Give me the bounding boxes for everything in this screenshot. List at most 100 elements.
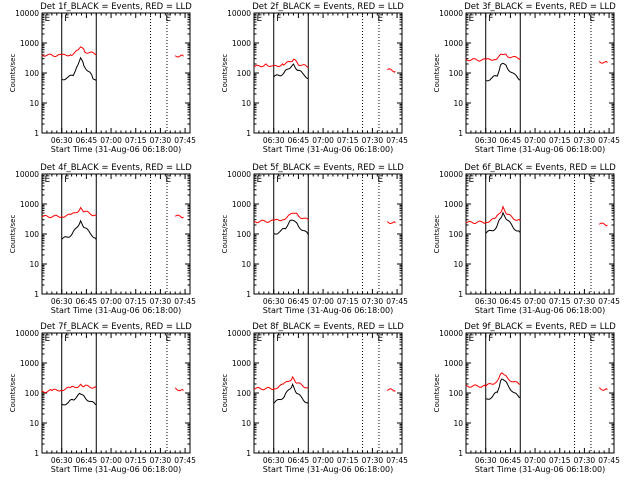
attenuator-flag: F [488, 334, 493, 344]
detector-panel: Det 5f_BLACK = Events, RED = LLD 1 10 100 10… [221, 163, 408, 315]
y-tick-label: 10000 [439, 170, 463, 179]
y-tick-label: 100 [449, 230, 464, 239]
attenuator-flag: E [377, 14, 383, 24]
x-tick-label: 07:00 [312, 456, 334, 465]
x-tick-label: 06:30 [51, 456, 73, 465]
panel-title: Det 8f_BLACK = Events, RED = LLD [252, 322, 404, 332]
x-tick-label: 07:30 [362, 136, 384, 145]
panel-title: Det 4f_BLACK = Events, RED = LLD [40, 163, 192, 173]
panel-title: Det 6f_BLACK = Events, RED = LLD [464, 163, 616, 173]
attenuator-flag: F [64, 334, 69, 344]
x-tick-label: 06:45 [500, 456, 522, 465]
attenuator-flag: E [589, 334, 595, 344]
x-tick-label: 06:30 [263, 456, 285, 465]
x-tick-label: 07:00 [524, 136, 546, 145]
x-axis-label: Start Time (31-Aug-06 06:18:00) [263, 145, 394, 154]
plot-frame [465, 12, 615, 134]
events-series-line [61, 219, 97, 240]
detector-panel: Det 1f_BLACK = Events, RED = LLD 1 10 100 10… [9, 2, 196, 154]
detector-panel: Det 9f_BLACK = Events, RED = LLD 1 10 100 10… [433, 322, 620, 474]
x-tick-label: 07:30 [574, 136, 596, 145]
y-tick-label: 1000 [20, 200, 39, 209]
attenuator-flag: E [468, 175, 474, 185]
detector-panel: Det 4f_BLACK = Events, RED = LLD 1 10 100 10… [9, 163, 196, 315]
y-tick-label: 1000 [232, 200, 251, 209]
y-tick-label: 1000 [444, 39, 463, 48]
lld-series-line [598, 222, 608, 227]
lld-series-line [386, 388, 396, 392]
y-axis-label: Counts/sec [221, 54, 229, 93]
y-axis-label: Counts/sec [221, 374, 229, 413]
x-axis-label: Start Time (31-Aug-06 06:18:00) [51, 145, 182, 154]
x-tick-label: 07:30 [150, 136, 172, 145]
attenuator-flag: E [44, 175, 50, 185]
x-axis-label: Start Time (31-Aug-06 06:18:00) [51, 306, 182, 315]
x-tick-label: 07:15 [125, 456, 147, 465]
lld-series-line [386, 221, 396, 225]
events-series-line [273, 63, 309, 80]
detector-panel: Det 6f_BLACK = Events, RED = LLD 1 10 100 10… [433, 163, 620, 315]
x-tick-label: 07:30 [574, 456, 596, 465]
x-tick-label: 06:45 [500, 136, 522, 145]
x-tick-label: 07:45 [386, 297, 408, 306]
lld-series-line [174, 54, 184, 58]
attenuator-flag: F [64, 14, 69, 24]
attenuator-flag: E [589, 175, 595, 185]
y-tick-label: 1000 [232, 39, 251, 48]
y-tick-label: 10000 [15, 170, 39, 179]
y-tick-label: 10000 [227, 170, 251, 179]
y-tick-label: 10000 [227, 9, 251, 18]
x-tick-label: 06:45 [76, 136, 98, 145]
y-tick-label: 10000 [227, 329, 251, 338]
lld-series-line [174, 214, 184, 219]
lld-series-line [41, 383, 97, 394]
detector-panel: Det 3f_BLACK = Events, RED = LLD 1 10 100 10… [433, 2, 620, 154]
x-tick-label: 07:45 [386, 136, 408, 145]
plot-frame [41, 332, 191, 454]
y-tick-label: 1000 [444, 200, 463, 209]
plot-frame [253, 332, 403, 454]
x-tick-label: 07:00 [312, 297, 334, 306]
lld-series-line [253, 58, 309, 69]
x-tick-label: 07:15 [337, 136, 359, 145]
x-tick-label: 07:45 [174, 297, 196, 306]
events-series-line [485, 62, 521, 82]
y-tick-label: 1 [246, 449, 251, 458]
lld-series-line [465, 53, 521, 62]
attenuator-flag: F [276, 175, 281, 185]
y-axis-label: Counts/sec [433, 374, 441, 413]
y-tick-label: 10000 [439, 329, 463, 338]
y-tick-label: 10000 [15, 329, 39, 338]
x-tick-label: 06:45 [500, 297, 522, 306]
y-axis-label: Counts/sec [221, 215, 229, 254]
attenuator-flag: E [468, 14, 474, 24]
lld-series-line [598, 387, 608, 391]
x-tick-label: 07:30 [150, 456, 172, 465]
y-tick-label: 1 [34, 129, 39, 138]
panel-title: Det 2f_BLACK = Events, RED = LLD [252, 2, 404, 12]
attenuator-flag: E [165, 175, 171, 185]
y-tick-label: 10 [241, 260, 251, 269]
y-tick-label: 1 [458, 290, 463, 299]
y-tick-label: 1 [246, 290, 251, 299]
attenuator-flag: F [276, 334, 281, 344]
x-tick-label: 07:15 [125, 136, 147, 145]
attenuator-flag: E [165, 334, 171, 344]
panel-title: Det 9f_BLACK = Events, RED = LLD [464, 322, 616, 332]
lld-series-line [41, 206, 97, 219]
plot-frame [41, 173, 191, 295]
x-tick-label: 06:30 [475, 297, 497, 306]
x-tick-label: 06:30 [475, 136, 497, 145]
x-tick-label: 06:30 [51, 136, 73, 145]
x-tick-label: 07:00 [100, 297, 122, 306]
events-series-line [485, 378, 521, 400]
y-tick-label: 100 [25, 230, 40, 239]
x-tick-label: 07:45 [174, 136, 196, 145]
y-tick-label: 1 [34, 290, 39, 299]
attenuator-flag: E [377, 175, 383, 185]
x-tick-label: 06:45 [76, 456, 98, 465]
x-tick-label: 07:15 [549, 456, 571, 465]
x-tick-label: 07:30 [362, 456, 384, 465]
x-tick-label: 06:30 [475, 456, 497, 465]
y-tick-label: 10 [241, 99, 251, 108]
